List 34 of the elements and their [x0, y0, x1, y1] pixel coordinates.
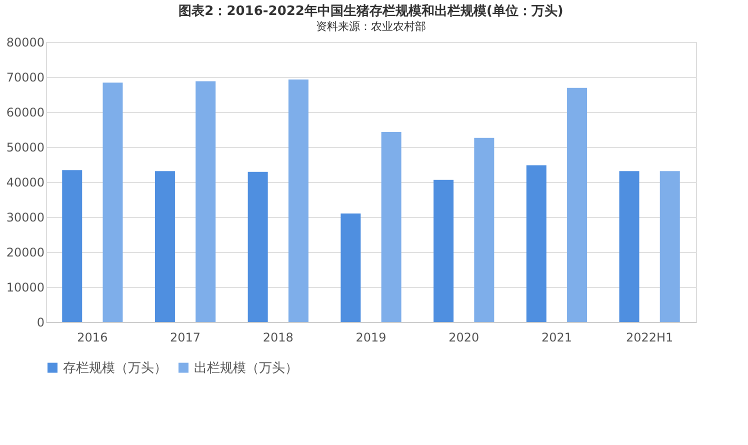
x-tick-label: 2016	[77, 330, 108, 344]
x-tick-label: 2019	[356, 330, 386, 344]
y-tick-label: 40000	[6, 176, 44, 190]
y-tick-label: 50000	[6, 140, 44, 154]
bar	[102, 82, 123, 322]
bar	[567, 88, 588, 322]
x-tick-label: 2021	[541, 330, 572, 344]
bar	[474, 138, 494, 322]
y-tick-label: 60000	[6, 106, 44, 120]
bar	[288, 79, 308, 322]
text: 资料来源：农业农村部	[316, 20, 426, 33]
bar	[526, 165, 546, 322]
bar	[248, 172, 268, 322]
legend-label: 存栏规模（万头）	[63, 360, 167, 376]
y-tick-label: 80000	[6, 36, 44, 50]
bar	[340, 214, 361, 322]
y-tick-label: 70000	[6, 70, 44, 84]
x-tick-label: 2020	[448, 330, 480, 344]
y-tick-label: 30000	[6, 210, 44, 224]
x-tick-label: 2022H1	[626, 330, 674, 344]
x-tick-label: 2017	[170, 330, 201, 344]
bar	[434, 180, 454, 322]
chart-title: 图表2：2016-2022年中国生猪存栏规模和出栏规模(单位：万头)	[178, 3, 564, 19]
y-tick-label: 0	[36, 316, 44, 330]
bar	[196, 81, 216, 322]
y-tick-label: 10000	[6, 280, 44, 294]
legend-label: 出栏规模（万头）	[194, 360, 298, 376]
bar	[660, 171, 680, 322]
x-tick-label: 2018	[262, 330, 294, 344]
y-tick-label: 20000	[6, 246, 44, 260]
bar	[381, 132, 402, 322]
bar	[62, 170, 82, 322]
bar	[619, 171, 640, 322]
bar	[154, 171, 175, 322]
